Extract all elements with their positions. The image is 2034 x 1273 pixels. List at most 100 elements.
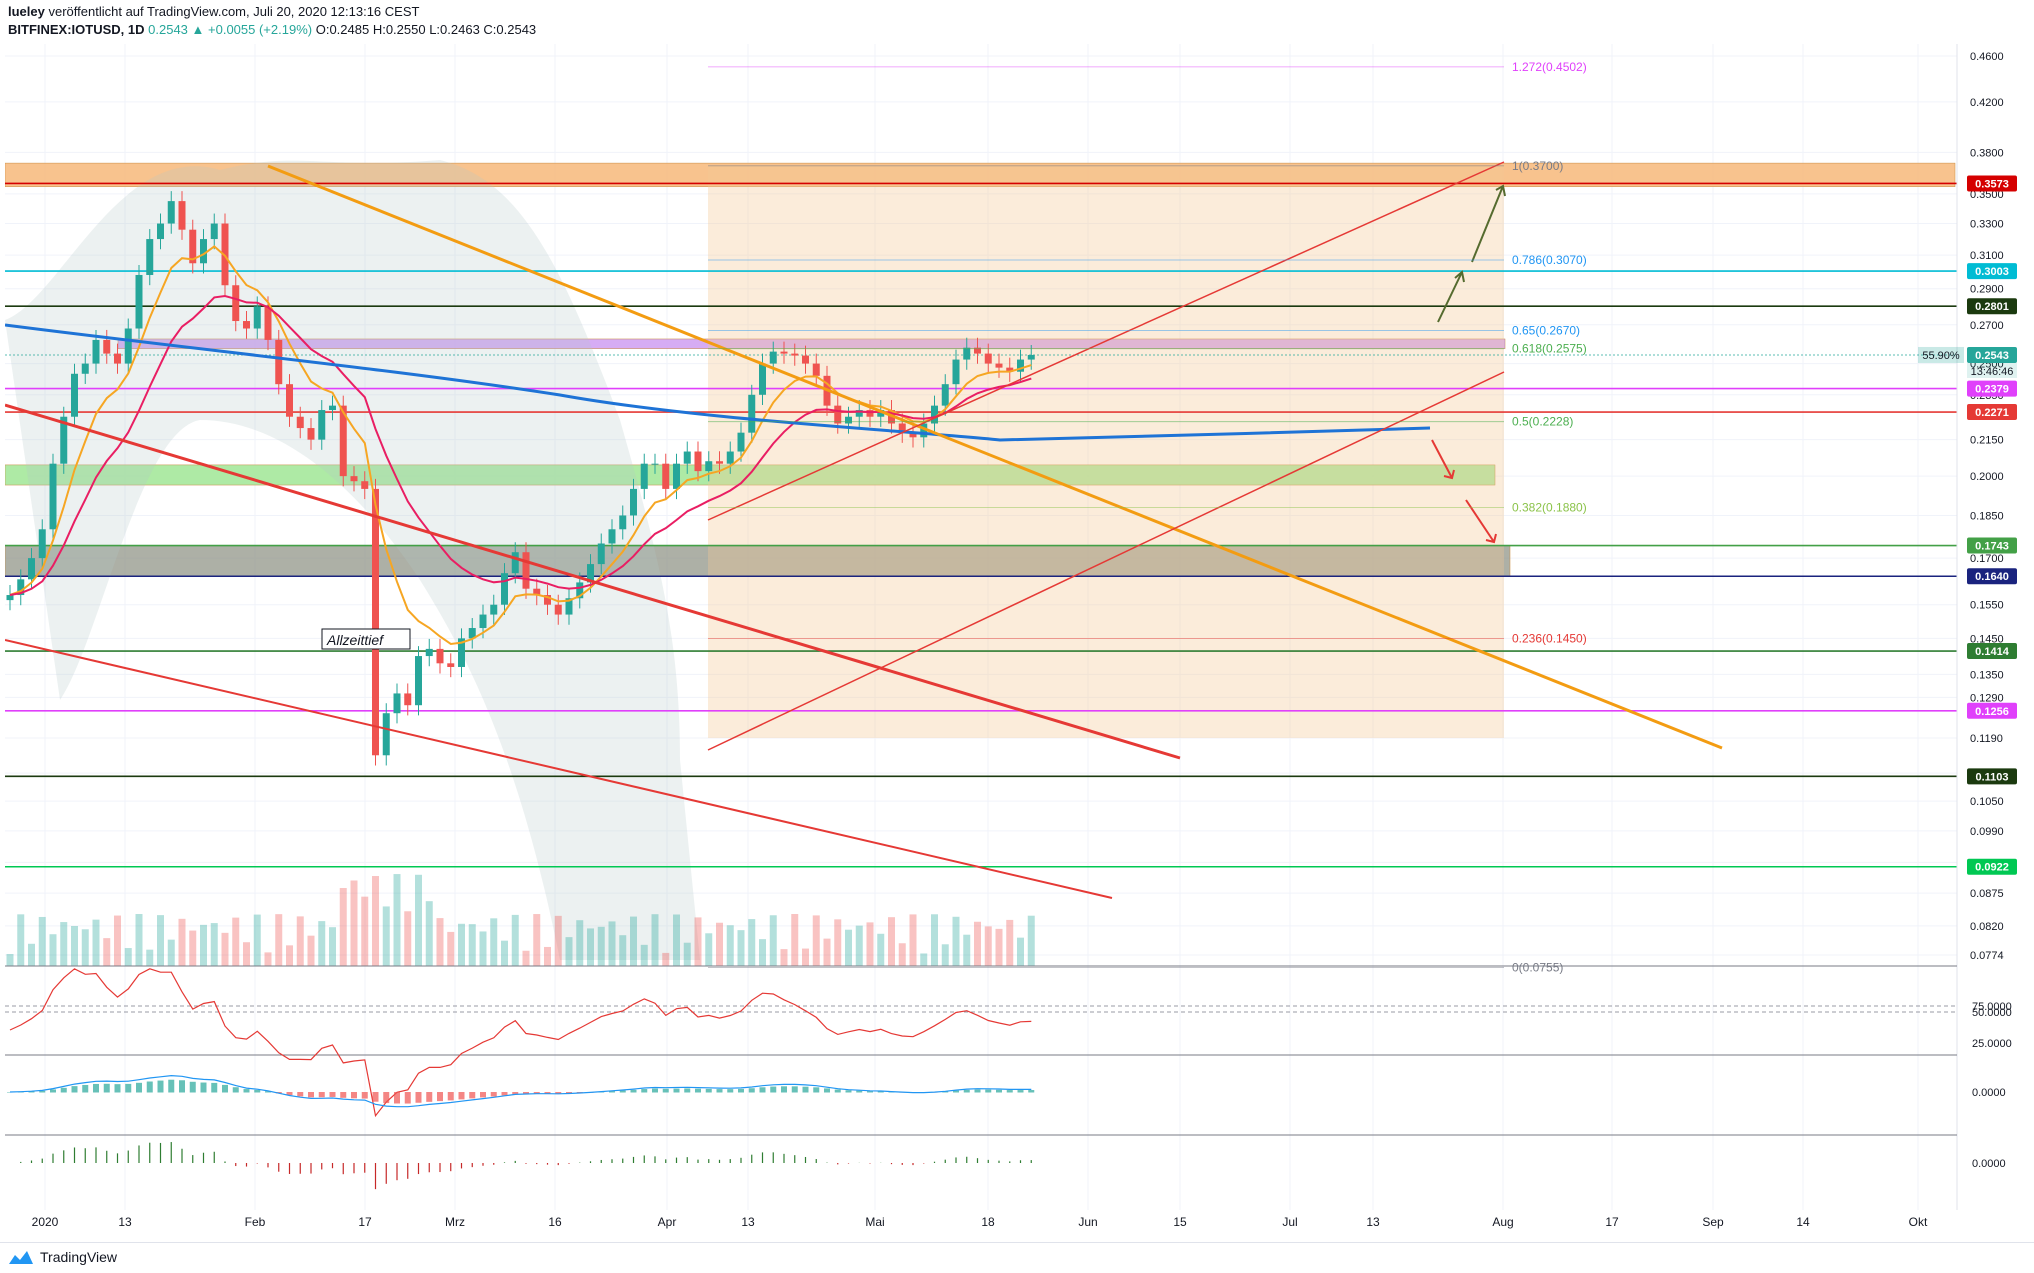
candle-body xyxy=(802,355,809,364)
macd-bar xyxy=(7,1092,13,1093)
candle-body xyxy=(565,598,573,615)
candle-body xyxy=(221,223,229,286)
volume-bar xyxy=(124,948,132,966)
candle-body xyxy=(6,595,14,601)
macd-bar xyxy=(867,1091,873,1093)
price-tick: 0.1290 xyxy=(1970,692,2004,704)
candle-body xyxy=(845,416,852,424)
price-label-bg xyxy=(1967,702,2017,719)
volume-bar xyxy=(576,920,584,966)
candle-body xyxy=(726,451,734,464)
candle-body xyxy=(931,405,938,424)
candle-body xyxy=(995,363,1003,368)
volume-bar xyxy=(329,927,336,966)
time-label: 13 xyxy=(118,1215,132,1229)
macd-bar xyxy=(286,1092,293,1096)
time-axis[interactable]: 2020 13 Feb 17 Mrz 16 Apr 13 Mai 18 Jun 15 Jul 13 Aug 1… xyxy=(32,1215,1928,1229)
time-label: 13 xyxy=(1366,1215,1380,1229)
volume-bar xyxy=(963,934,971,966)
volume-bar xyxy=(909,914,917,966)
rsi-line xyxy=(9,968,1032,1118)
candle-body xyxy=(866,410,874,417)
price-label: 0.1256 xyxy=(1975,706,2009,718)
volume-bar xyxy=(952,916,960,966)
macd-bar xyxy=(28,1091,35,1093)
macd-bar xyxy=(93,1083,99,1093)
volume-bar xyxy=(877,933,885,966)
trendlines xyxy=(5,161,1723,899)
candle-body xyxy=(522,552,530,589)
macd-bar xyxy=(189,1081,196,1093)
candle-body xyxy=(716,461,723,464)
macd-bar xyxy=(404,1092,411,1104)
candle-body xyxy=(71,373,78,417)
countdown-bg xyxy=(1967,362,2017,378)
volume-bar xyxy=(189,930,197,966)
candle-body xyxy=(941,384,949,406)
ohlc-values: O:0.2485 H:0.2550 L:0.2463 C:0.2543 xyxy=(315,22,537,37)
price-tick: 0.1450 xyxy=(1970,633,2004,645)
channel-upper-line xyxy=(707,161,1505,521)
price-label-bg xyxy=(1967,768,2017,785)
macd-bar xyxy=(641,1089,648,1093)
volume-bar xyxy=(823,938,831,966)
volume-bar xyxy=(673,914,680,966)
candle-body xyxy=(92,339,100,364)
candle-body xyxy=(296,416,304,429)
volume-bar xyxy=(382,906,390,966)
candle-body xyxy=(415,656,422,706)
author[interactable]: lueley xyxy=(8,4,45,19)
volume-bar xyxy=(651,914,659,966)
volume-bar xyxy=(490,918,498,966)
price-label: 0.2801 xyxy=(1975,301,2009,313)
time-label: Apr xyxy=(658,1215,677,1229)
candle-body xyxy=(963,347,971,360)
volume-bar xyxy=(920,953,928,966)
candle-body xyxy=(898,423,906,433)
symbol-line: BITFINEX:IOTUSD, 1D 0.2543 ▲ +0.0055 (+2… xyxy=(8,22,536,37)
price-axis[interactable]: 0.4600 0.4200 0.3800 0.3500 0.3300 0.3100 0.29… xyxy=(1918,44,2017,1210)
volume-bar xyxy=(888,917,895,966)
tradingview-logo[interactable]: TradingView xyxy=(8,1249,117,1265)
macd-bar xyxy=(168,1079,175,1093)
time-label: 14 xyxy=(1796,1215,1810,1229)
time-label: Mrz xyxy=(445,1215,465,1229)
volume-bar xyxy=(522,950,530,966)
volume-bar xyxy=(447,931,455,966)
macd-bar xyxy=(394,1092,400,1104)
rsi-tick: 75.0000 xyxy=(1972,1001,2012,1013)
macd-bar xyxy=(748,1088,755,1093)
candle-body xyxy=(81,363,89,374)
last-price: 0.2543 xyxy=(148,22,188,37)
candle-body xyxy=(307,428,315,440)
macd-bar xyxy=(125,1083,132,1093)
candle-body xyxy=(554,604,562,615)
candle-body xyxy=(468,628,476,639)
volume-bar xyxy=(286,945,293,966)
price-tick: 0.1350 xyxy=(1970,669,2004,681)
volume-bar xyxy=(662,952,670,966)
macd-bar xyxy=(544,1092,551,1094)
volume-bar xyxy=(38,916,46,966)
volume-bar xyxy=(845,929,852,966)
volume-bar xyxy=(468,924,476,966)
macd-bar xyxy=(856,1090,863,1093)
price-change: ▲ +0.0055 (+2.19%) xyxy=(191,22,313,37)
candle-body xyxy=(877,410,885,417)
volume-bar xyxy=(630,916,637,966)
candle-body xyxy=(372,488,379,756)
macd-bar xyxy=(705,1088,712,1093)
symbol[interactable]: BITFINEX:IOTUSD, 1D xyxy=(8,22,145,37)
macd-line xyxy=(9,1074,1032,1108)
candle-body xyxy=(361,481,369,489)
volume-bar xyxy=(243,942,250,966)
volume-bar xyxy=(834,919,842,966)
candles xyxy=(6,191,1035,766)
volume-bar xyxy=(275,914,283,966)
volume-bar xyxy=(533,914,541,966)
macd-bar xyxy=(695,1088,701,1093)
macd-bar xyxy=(662,1088,669,1093)
candle-body xyxy=(640,463,648,489)
osc-zero-tick: 0.0000 xyxy=(1972,1158,2006,1170)
